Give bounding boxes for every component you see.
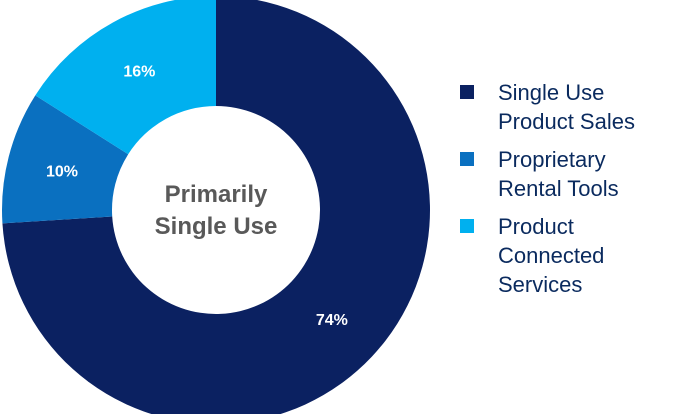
legend-label: Product Connected Services xyxy=(498,214,605,297)
legend-item-0: Single Use Product Sales xyxy=(460,78,675,136)
slice-label-1: 10% xyxy=(46,163,78,180)
slice-1 xyxy=(2,95,129,224)
center-label-line-1: Single Use xyxy=(155,213,278,240)
slice-label-2: 16% xyxy=(123,64,155,81)
legend-item-1: Proprietary Rental Tools xyxy=(460,145,675,203)
slices xyxy=(2,0,430,414)
legend-label: Proprietary Rental Tools xyxy=(498,147,619,201)
center-label-line-0: Primarily xyxy=(165,181,268,208)
center-label: Primarily Single Use xyxy=(155,181,278,240)
donut-chart: 74% 10% 16% Primarily Single Use xyxy=(2,0,430,414)
legend: Single Use Product Sales Proprietary Rent… xyxy=(460,78,675,308)
slice-0 xyxy=(2,0,430,414)
legend-swatch xyxy=(460,219,474,233)
legend-swatch xyxy=(460,152,474,166)
slice-label-0: 74% xyxy=(316,312,348,329)
slice-labels: 74% 10% 16% xyxy=(46,64,348,329)
slice-2 xyxy=(35,0,216,155)
legend-swatch xyxy=(460,85,474,99)
legend-label: Single Use Product Sales xyxy=(498,80,635,134)
legend-item-2: Product Connected Services xyxy=(460,212,675,299)
